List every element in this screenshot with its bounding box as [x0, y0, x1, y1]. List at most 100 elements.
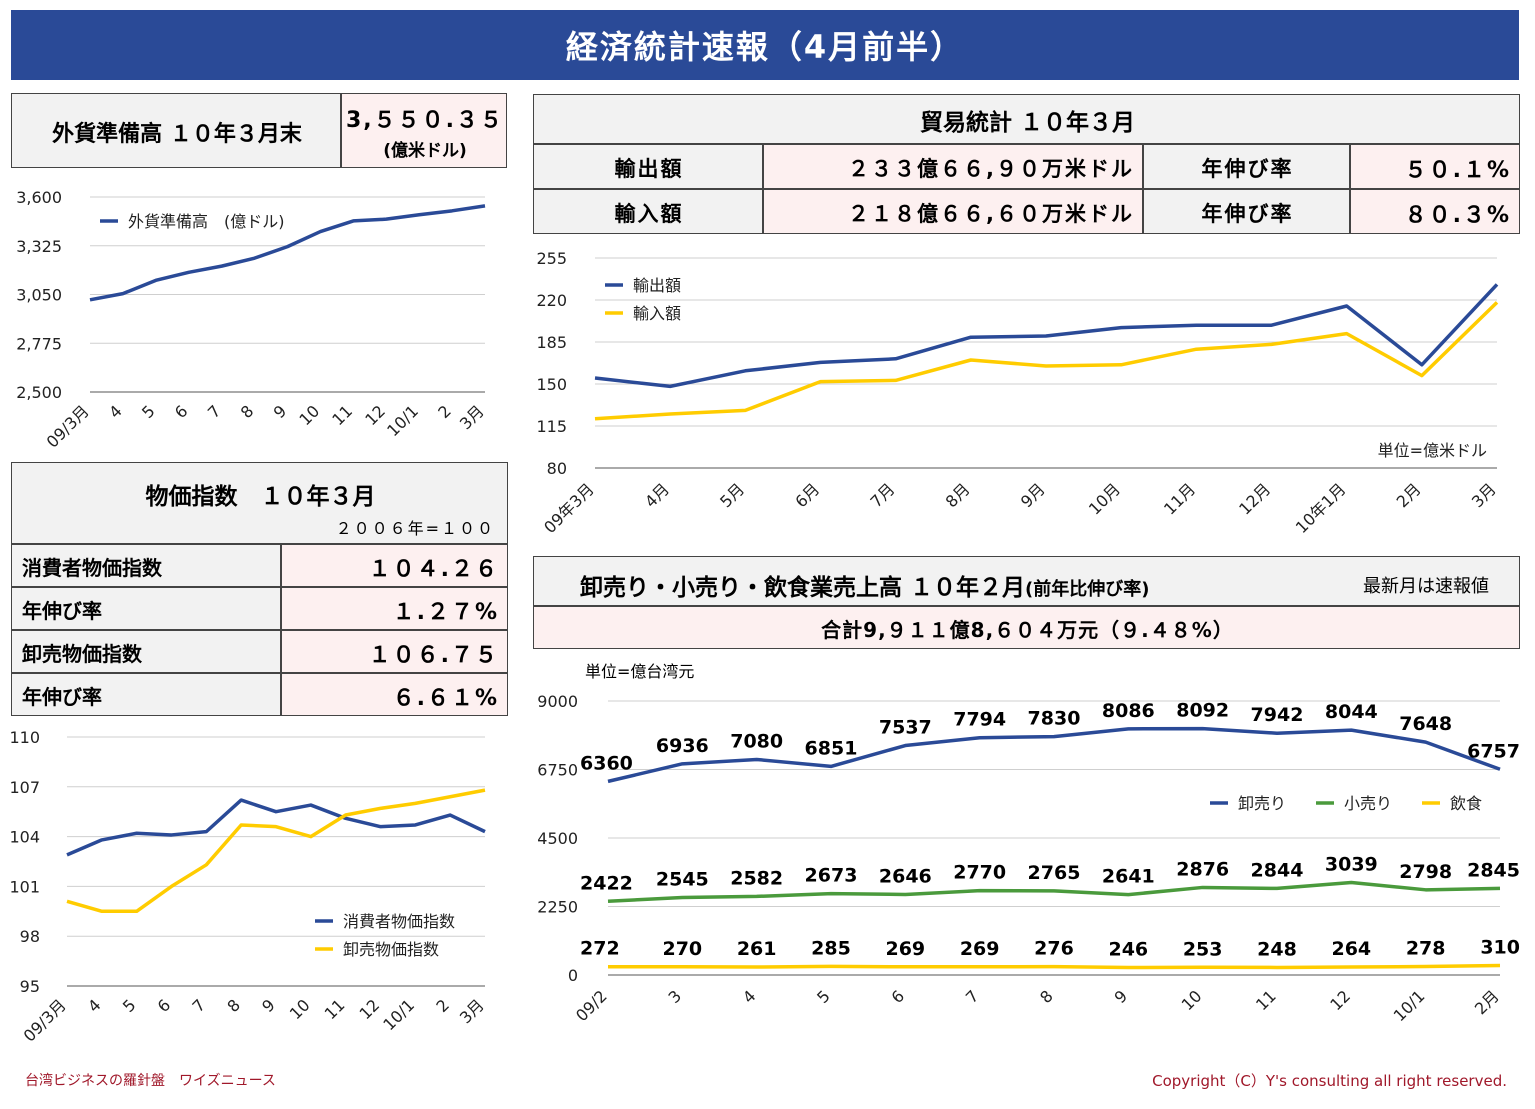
prices-value-text: １０６.７５ [368, 642, 499, 668]
y-tick-label: 150 [536, 375, 567, 394]
data-label: 2798 [1399, 861, 1452, 883]
data-label: 6936 [656, 735, 709, 757]
y-tick-label: 80 [547, 459, 567, 478]
x-tick-label: 10 [1178, 986, 1206, 1014]
prices-label-text: 消費者物価指数 [22, 556, 162, 580]
x-tick-label: 11 [1252, 986, 1280, 1014]
prices-row-value: ６.６１% [281, 673, 508, 716]
x-tick-label: 9月 [1017, 479, 1049, 511]
x-tick-label: 2 [432, 995, 453, 1016]
x-tick-label: 4月 [641, 479, 673, 511]
prices-value-text: １.２７% [392, 599, 499, 625]
trade-row-rate-label-text: 年伸び率 [1201, 201, 1294, 226]
data-label: 6757 [1467, 740, 1520, 762]
x-tick-label: 9 [270, 401, 291, 422]
y-tick-label: 3,050 [16, 286, 62, 305]
data-label: 7794 [953, 709, 1006, 731]
x-tick-label: 7 [962, 986, 983, 1007]
series-line [66, 788, 486, 914]
series-line [594, 301, 1499, 421]
reserves-value: 3,５５０.３５ [345, 108, 505, 133]
trade-row-rate-text: ５０.１% [1404, 157, 1511, 183]
y-tick-label: 98 [20, 927, 40, 946]
x-tick-label: 4 [105, 401, 126, 422]
page-title: 経済統計速報（4月前半） [11, 10, 1519, 80]
data-label: 8044 [1325, 701, 1378, 723]
y-tick-label: 0 [568, 966, 578, 985]
x-tick-label: 12 [355, 995, 383, 1023]
y-tick-label: 2,500 [16, 383, 62, 402]
y-tick-label: 95 [20, 977, 40, 996]
sales-title-main: 卸売り・小売り・飲食業売上高 １０年２月 [580, 575, 1026, 601]
trade-row-rate-label: 年伸び率 [1143, 144, 1350, 189]
data-label: 310 [1480, 937, 1520, 959]
y-tick-label: 110 [9, 728, 40, 747]
legend-label: 輸出額 [633, 276, 681, 295]
data-label: 6851 [805, 737, 858, 759]
y-tick-label: 107 [9, 778, 40, 797]
legend-label: 卸売り [1238, 794, 1286, 813]
prices-label-text: 卸売物価指数 [22, 642, 142, 666]
data-label: 276 [1034, 938, 1074, 960]
trade-header: 貿易統計 １０年３月 [533, 94, 1520, 144]
y-tick-label: 185 [536, 333, 567, 352]
data-label: 3039 [1325, 853, 1378, 875]
data-label: 7080 [730, 730, 783, 752]
prices-row-label: 卸売物価指数 [11, 630, 281, 673]
y-tick-label: 220 [536, 291, 567, 310]
prices-header: 物価指数 １０年３月 ２００６年=１００ [11, 462, 508, 544]
y-tick-label: 115 [536, 417, 567, 436]
x-tick-label: 10/1 [383, 401, 422, 440]
data-label: 2845 [1467, 859, 1520, 881]
data-label: 264 [1331, 938, 1371, 960]
prices-value-text: １０４.２６ [368, 556, 499, 582]
y-tick-label: 2,775 [16, 334, 62, 353]
x-tick-label: 6 [171, 401, 192, 422]
sales-note: 最新月は速報値 [1363, 576, 1489, 597]
y-tick-label: 4500 [537, 829, 578, 848]
series-line [66, 798, 486, 857]
x-tick-label: 12 [1326, 986, 1354, 1014]
data-label: 2641 [1102, 866, 1155, 888]
legend-label: 飲食 [1450, 794, 1482, 813]
series-line [607, 880, 1501, 904]
sales-unit: 単位=億台湾元 [585, 662, 695, 681]
x-tick-label: 09/2 [572, 986, 611, 1025]
x-tick-label: 7 [189, 995, 210, 1016]
prices-base: ２００６年=１００ [335, 519, 495, 538]
data-label: 253 [1183, 938, 1223, 960]
trade-row-value: ２１８億６６,６０万米ドル [763, 189, 1143, 234]
trade-title: 貿易統計 １０年３月 [919, 110, 1135, 136]
x-tick-label: 3月 [456, 995, 488, 1027]
x-tick-label: 12月 [1235, 479, 1274, 518]
data-label: 269 [960, 938, 1000, 960]
trade-chart: 80 115 150 185 220 255 09年3月 4月 5月 6月 7月 8月 9月 10月 11月… [536, 249, 1499, 537]
series-line [594, 283, 1499, 389]
y-tick-label: 9000 [537, 692, 578, 711]
prices-row-label: 年伸び率 [11, 587, 281, 630]
x-tick-label: 2月 [1393, 479, 1425, 511]
sales-title: 卸売り・小売り・飲食業売上高 １０年２月(前年比伸び率) [580, 568, 1149, 602]
x-tick-label: 09/3月 [20, 995, 70, 1045]
trade-row-rate: ８０.３% [1350, 189, 1520, 234]
legend-label: 外貨準備高 (億ドル) [128, 212, 285, 231]
data-label: 269 [885, 938, 925, 960]
sales-header: 卸売り・小売り・飲食業売上高 １０年２月(前年比伸び率) 最新月は速報値 [533, 556, 1520, 606]
footer-brand: 台湾ビジネスの羅針盤 ワイズニュース [25, 1073, 276, 1089]
legend-label: 卸売物価指数 [343, 940, 439, 959]
prices-value-text: ６.６１% [392, 685, 499, 711]
data-label: 2770 [953, 862, 1006, 884]
data-label: 2545 [656, 869, 709, 891]
sales-total: 合計9,９１１億8,６０４万元（９.４８%） [821, 618, 1234, 642]
sales-chart: 0 2250 4500 6750 9000 09/2 3 4 5 6 7 8 9 10 11 12 10/1 2月… [537, 692, 1520, 1025]
data-label: 2422 [580, 872, 633, 894]
data-label: 6360 [580, 752, 633, 774]
x-tick-label: 8 [237, 401, 258, 422]
x-tick-label: 6 [154, 995, 175, 1016]
legend-label: 輸入額 [633, 304, 681, 323]
sales-title-sub: (前年比伸び率) [1025, 579, 1150, 600]
y-tick-label: 3,600 [16, 188, 62, 207]
x-tick-label: 7月 [867, 479, 899, 511]
data-label: 2582 [730, 867, 783, 889]
x-tick-label: 5月 [716, 479, 748, 511]
